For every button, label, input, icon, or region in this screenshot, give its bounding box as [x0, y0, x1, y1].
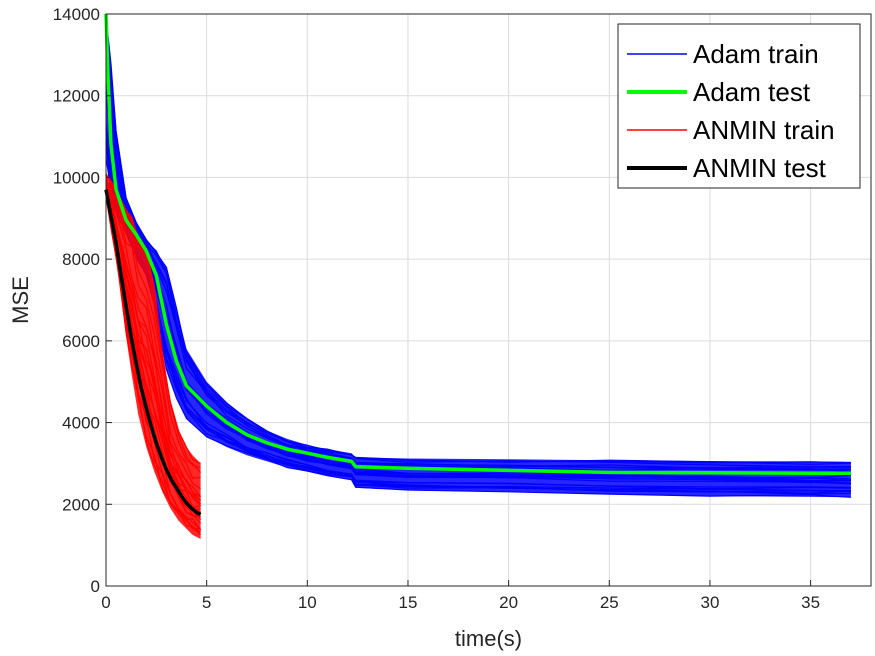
series-2-run-line — [105, 178, 202, 473]
y-tick-label: 12000 — [53, 87, 100, 106]
y-tick-label: 14000 — [53, 5, 100, 24]
series-3-line — [104, 189, 202, 517]
series-1-line — [104, 13, 851, 475]
x-axis-label: time(s) — [455, 626, 522, 651]
train-bands — [105, 14, 851, 540]
legend-label-adam-test: Adam test — [693, 77, 811, 107]
series-2-run-line — [105, 196, 202, 536]
y-axis-label: MSE — [8, 276, 33, 324]
x-tick-label: 35 — [801, 593, 820, 612]
legend-label-adam-train: Adam train — [693, 39, 819, 69]
y-tick-label: 8000 — [62, 250, 100, 269]
x-tick-label: 5 — [202, 593, 211, 612]
legend: Adam train Adam test ANMIN train ANMIN t… — [617, 23, 861, 189]
legend-label-anmin-test: ANMIN test — [693, 153, 827, 183]
y-tick-label: 10000 — [53, 168, 100, 187]
y-tick-label: 6000 — [62, 332, 100, 351]
x-tick-label: 0 — [101, 593, 110, 612]
series-2-run-line — [105, 178, 201, 479]
series-0-run-line — [105, 16, 851, 465]
axis-ticks: 0 5 10 15 20 25 30 35 0 2000 4000 6000 8000 10000 1200… — [53, 5, 820, 612]
x-tick-label: 20 — [499, 593, 518, 612]
x-tick-label: 15 — [399, 593, 418, 612]
y-tick-label: 4000 — [62, 414, 100, 433]
legend-box — [617, 23, 861, 189]
y-tick-label: 0 — [91, 577, 100, 596]
legend-label-anmin-train: ANMIN train — [693, 115, 835, 145]
series-2-run-line — [105, 180, 201, 490]
plot-frame — [105, 13, 872, 587]
x-tick-label: 25 — [600, 593, 619, 612]
x-tick-label: 30 — [700, 593, 719, 612]
x-tick-label: 10 — [298, 593, 317, 612]
series-2-run-line — [105, 187, 202, 505]
test-lines — [104, 13, 851, 517]
y-tick-label: 2000 — [62, 495, 100, 514]
